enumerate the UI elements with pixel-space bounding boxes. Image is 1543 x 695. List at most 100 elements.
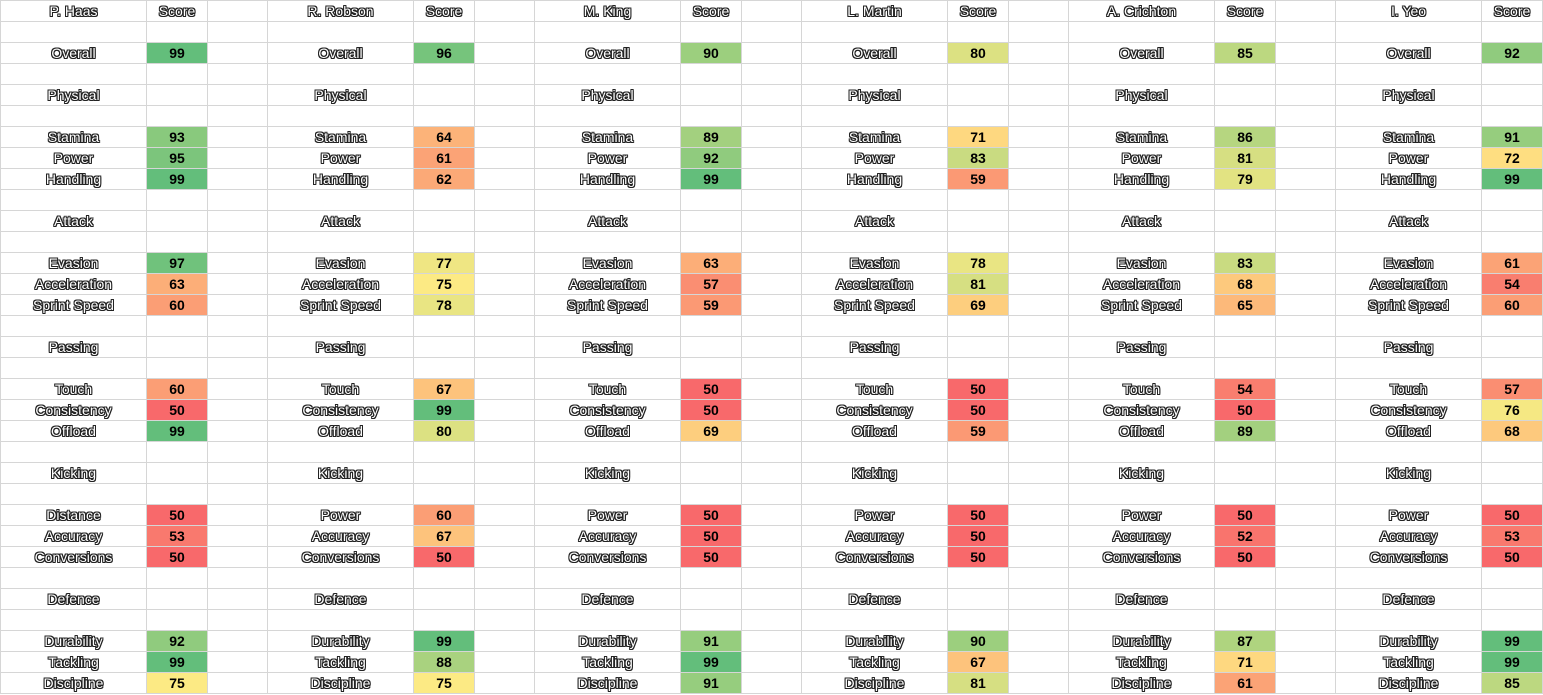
empty-cell[interactable]: [1276, 190, 1336, 211]
stat-label-cell[interactable]: Offload: [535, 421, 681, 442]
overall-label-cell[interactable]: Overall: [1069, 43, 1215, 64]
empty-cell[interactable]: [535, 22, 681, 43]
empty-cell[interactable]: [208, 148, 268, 169]
empty-cell[interactable]: [208, 22, 268, 43]
empty-cell[interactable]: [1009, 610, 1069, 631]
empty-cell[interactable]: [681, 463, 742, 484]
empty-cell[interactable]: [1, 190, 147, 211]
empty-cell[interactable]: [208, 337, 268, 358]
stat-label-cell[interactable]: Tackling: [535, 652, 681, 673]
stat-score-cell[interactable]: 59: [681, 295, 742, 316]
empty-cell[interactable]: [1, 484, 147, 505]
stat-score-cell[interactable]: 50: [1215, 547, 1276, 568]
stat-label-cell[interactable]: Handling: [535, 169, 681, 190]
empty-cell[interactable]: [147, 190, 208, 211]
empty-cell[interactable]: [535, 484, 681, 505]
stat-label-cell[interactable]: Power: [1069, 148, 1215, 169]
empty-cell[interactable]: [1009, 589, 1069, 610]
stat-label-cell[interactable]: Durability: [268, 631, 414, 652]
empty-cell[interactable]: [414, 463, 475, 484]
stat-label-cell[interactable]: Tackling: [1, 652, 147, 673]
empty-cell[interactable]: [948, 64, 1009, 85]
empty-cell[interactable]: [475, 211, 535, 232]
empty-cell[interactable]: [1009, 169, 1069, 190]
stat-label-cell[interactable]: Power: [802, 505, 948, 526]
stat-score-cell[interactable]: 50: [948, 505, 1009, 526]
empty-cell[interactable]: [742, 106, 802, 127]
empty-cell[interactable]: [414, 190, 475, 211]
empty-cell[interactable]: [948, 85, 1009, 106]
stat-label-cell[interactable]: Consistency: [268, 400, 414, 421]
empty-cell[interactable]: [1276, 631, 1336, 652]
empty-cell[interactable]: [535, 358, 681, 379]
empty-cell[interactable]: [948, 463, 1009, 484]
empty-cell[interactable]: [475, 631, 535, 652]
section-title-cell[interactable]: Attack: [535, 211, 681, 232]
stat-score-cell[interactable]: 99: [147, 169, 208, 190]
empty-cell[interactable]: [802, 442, 948, 463]
empty-cell[interactable]: [802, 358, 948, 379]
section-title-cell[interactable]: Attack: [802, 211, 948, 232]
empty-cell[interactable]: [475, 505, 535, 526]
empty-cell[interactable]: [1482, 442, 1543, 463]
stat-label-cell[interactable]: Handling: [268, 169, 414, 190]
empty-cell[interactable]: [475, 43, 535, 64]
empty-cell[interactable]: [742, 400, 802, 421]
stat-score-cell[interactable]: 99: [414, 631, 475, 652]
stat-score-cell[interactable]: 81: [948, 673, 1009, 694]
empty-cell[interactable]: [1215, 211, 1276, 232]
empty-cell[interactable]: [208, 43, 268, 64]
empty-cell[interactable]: [1276, 505, 1336, 526]
empty-cell[interactable]: [1, 232, 147, 253]
stat-score-cell[interactable]: 99: [681, 169, 742, 190]
empty-cell[interactable]: [147, 610, 208, 631]
empty-cell[interactable]: [1, 22, 147, 43]
stat-score-cell[interactable]: 99: [414, 400, 475, 421]
empty-cell[interactable]: [535, 106, 681, 127]
overall-label-cell[interactable]: Overall: [535, 43, 681, 64]
empty-cell[interactable]: [1009, 211, 1069, 232]
empty-cell[interactable]: [948, 610, 1009, 631]
stat-score-cell[interactable]: 50: [948, 400, 1009, 421]
empty-cell[interactable]: [1215, 190, 1276, 211]
empty-cell[interactable]: [414, 610, 475, 631]
empty-cell[interactable]: [208, 421, 268, 442]
empty-cell[interactable]: [147, 337, 208, 358]
empty-cell[interactable]: [681, 568, 742, 589]
empty-cell[interactable]: [1069, 610, 1215, 631]
stat-score-cell[interactable]: 54: [1215, 379, 1276, 400]
empty-cell[interactable]: [475, 316, 535, 337]
section-title-cell[interactable]: Kicking: [802, 463, 948, 484]
empty-cell[interactable]: [681, 211, 742, 232]
empty-cell[interactable]: [681, 232, 742, 253]
empty-cell[interactable]: [1336, 22, 1482, 43]
empty-cell[interactable]: [948, 358, 1009, 379]
empty-cell[interactable]: [1215, 316, 1276, 337]
stat-score-cell[interactable]: 99: [1482, 169, 1543, 190]
empty-cell[interactable]: [208, 610, 268, 631]
section-title-cell[interactable]: Defence: [1336, 589, 1482, 610]
empty-cell[interactable]: [1009, 232, 1069, 253]
stat-score-cell[interactable]: 99: [1482, 631, 1543, 652]
empty-cell[interactable]: [1009, 568, 1069, 589]
score-header-cell[interactable]: Score: [1215, 1, 1276, 22]
stat-score-cell[interactable]: 86: [1215, 127, 1276, 148]
empty-cell[interactable]: [208, 232, 268, 253]
empty-cell[interactable]: [1482, 358, 1543, 379]
overall-label-cell[interactable]: Overall: [802, 43, 948, 64]
empty-cell[interactable]: [475, 379, 535, 400]
score-header-cell[interactable]: Score: [414, 1, 475, 22]
section-title-cell[interactable]: Passing: [1069, 337, 1215, 358]
empty-cell[interactable]: [475, 85, 535, 106]
stat-label-cell[interactable]: Sprint Speed: [1336, 295, 1482, 316]
section-title-cell[interactable]: Physical: [535, 85, 681, 106]
empty-cell[interactable]: [268, 22, 414, 43]
empty-cell[interactable]: [475, 232, 535, 253]
stat-score-cell[interactable]: 75: [147, 673, 208, 694]
empty-cell[interactable]: [1009, 85, 1069, 106]
empty-cell[interactable]: [681, 589, 742, 610]
stat-score-cell[interactable]: 99: [147, 652, 208, 673]
empty-cell[interactable]: [1276, 22, 1336, 43]
empty-cell[interactable]: [681, 358, 742, 379]
empty-cell[interactable]: [1276, 610, 1336, 631]
